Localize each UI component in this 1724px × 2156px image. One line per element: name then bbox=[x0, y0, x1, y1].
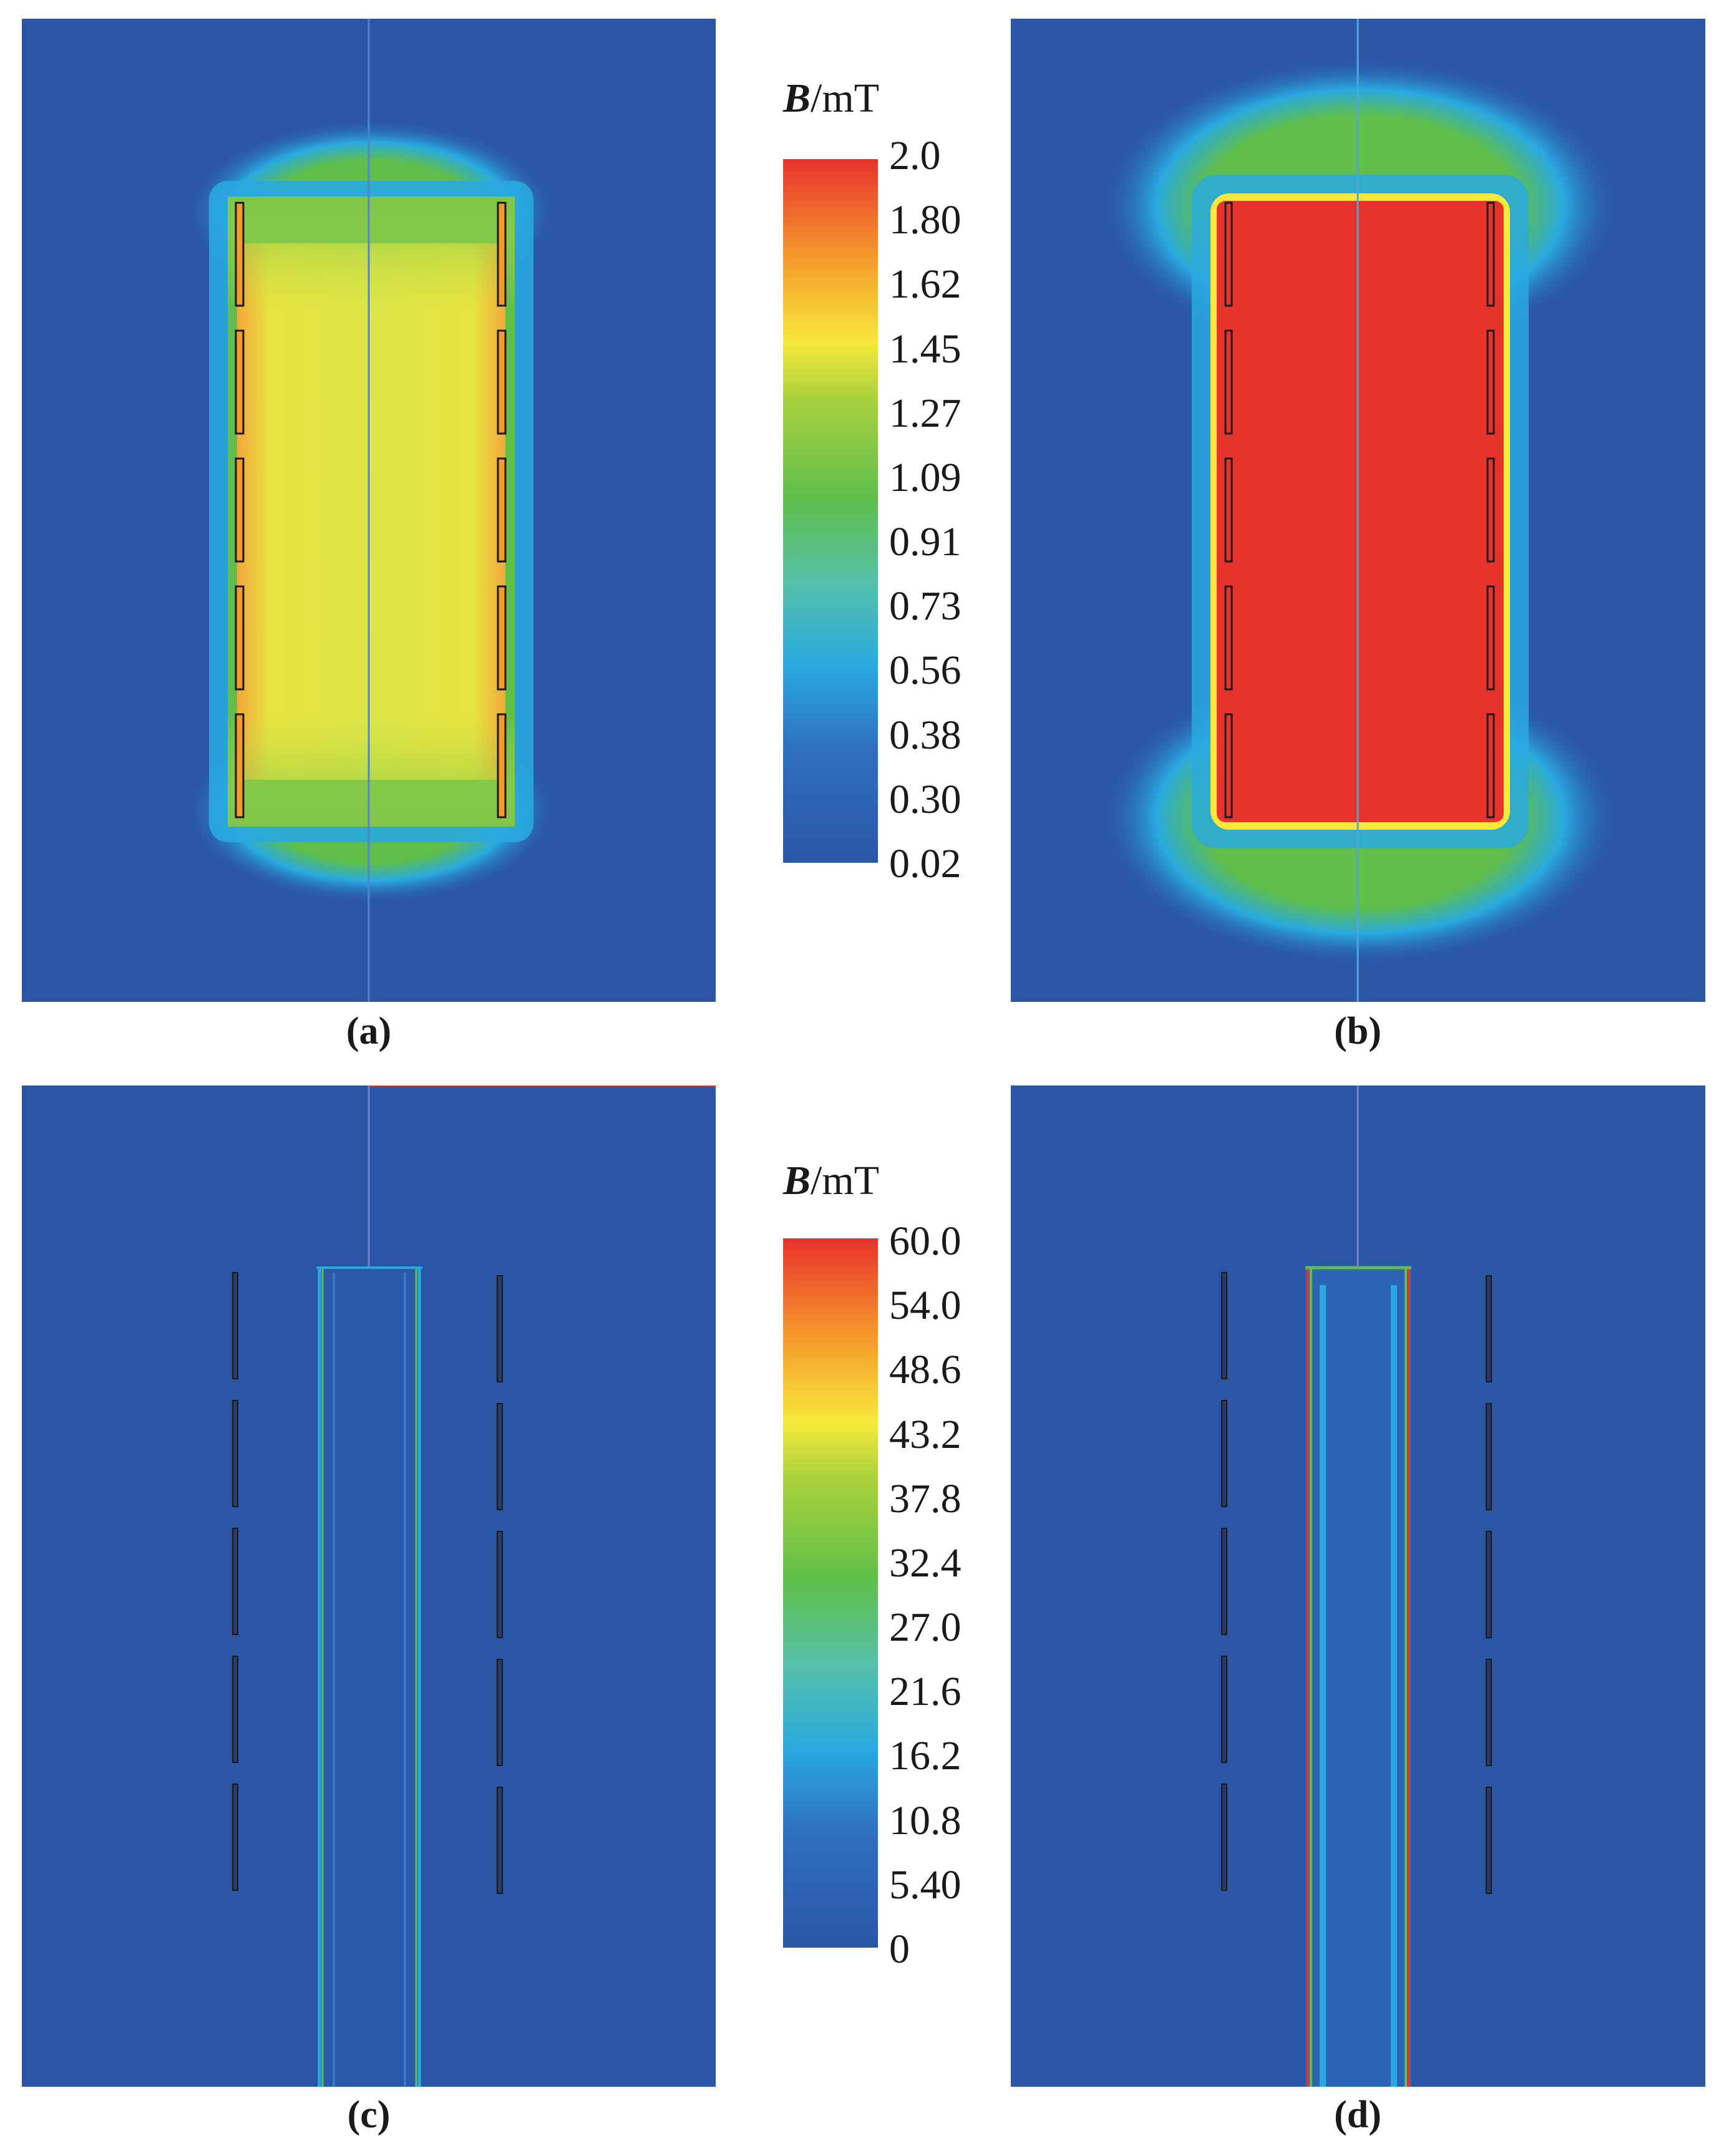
colorbar-top-tick-label: 0.30 bbox=[889, 776, 962, 822]
colorbar-top-tick-label: 1.45 bbox=[889, 326, 962, 372]
colorbar-bottom-tick-label: 37.8 bbox=[889, 1475, 962, 1522]
field-map-b bbox=[1011, 19, 1705, 1002]
colorbar-bottom-symbol: B bbox=[783, 1158, 811, 1203]
colorbar-top bbox=[783, 159, 878, 863]
colorbar-bottom-tick-label: 48.6 bbox=[889, 1347, 962, 1393]
panel-label-b: (b) bbox=[1334, 1010, 1381, 1052]
colorbar-top-tick-label: 1.09 bbox=[889, 454, 962, 500]
colorbar-top-tick-label: 0.02 bbox=[889, 841, 962, 886]
field-map-d bbox=[1011, 1085, 1705, 2087]
colorbar-top-tick-label: 0.56 bbox=[889, 648, 962, 694]
colorbar-bottom-tick-label: 32.4 bbox=[889, 1540, 962, 1586]
panel-label-a: (a) bbox=[346, 1010, 392, 1052]
colorbar-bottom-title: B/mT bbox=[783, 1157, 879, 1205]
panel-label-c: (c) bbox=[347, 2094, 391, 2136]
field-map-c bbox=[22, 1085, 716, 2087]
colorbar-top-tick-label: 1.27 bbox=[889, 390, 962, 436]
colorbar-bottom-tick-label: 43.2 bbox=[889, 1411, 962, 1457]
colorbar-top-tick-label: 0.38 bbox=[889, 712, 962, 758]
field-map-a bbox=[22, 19, 716, 1002]
panel-label-d: (d) bbox=[1334, 2094, 1381, 2136]
colorbar-top-tick-label: 1.62 bbox=[889, 261, 962, 308]
colorbar-bottom-tick-label: 5.40 bbox=[889, 1862, 962, 1908]
colorbar-bottom-tick-label: 10.8 bbox=[889, 1797, 962, 1843]
colorbar-top-tick-label: 2.0 bbox=[889, 133, 941, 178]
colorbar-top-tick-label: 0.73 bbox=[889, 583, 962, 629]
colorbar-top-symbol: B bbox=[783, 75, 811, 121]
colorbar-bottom-tick-label: 21.6 bbox=[889, 1669, 962, 1715]
colorbar-bottom-tick-label: 60.0 bbox=[889, 1218, 962, 1264]
colorbar-bottom-tick-label: 54.0 bbox=[889, 1283, 962, 1329]
colorbar-bottom-tick-label: 0 bbox=[889, 1926, 910, 1972]
colorbar-bottom-tick-label: 16.2 bbox=[889, 1733, 962, 1779]
colorbar-top-title: B/mT bbox=[783, 75, 879, 122]
colorbar-top-tick-label: 1.80 bbox=[889, 197, 962, 243]
colorbar-top-unit: /mT bbox=[811, 75, 880, 121]
colorbar-bottom-tick-label: 27.0 bbox=[889, 1605, 962, 1651]
colorbar-bottom-unit: /mT bbox=[811, 1158, 880, 1203]
colorbar-top-tick-label: 0.91 bbox=[889, 519, 962, 565]
colorbar-bottom bbox=[783, 1238, 878, 1948]
